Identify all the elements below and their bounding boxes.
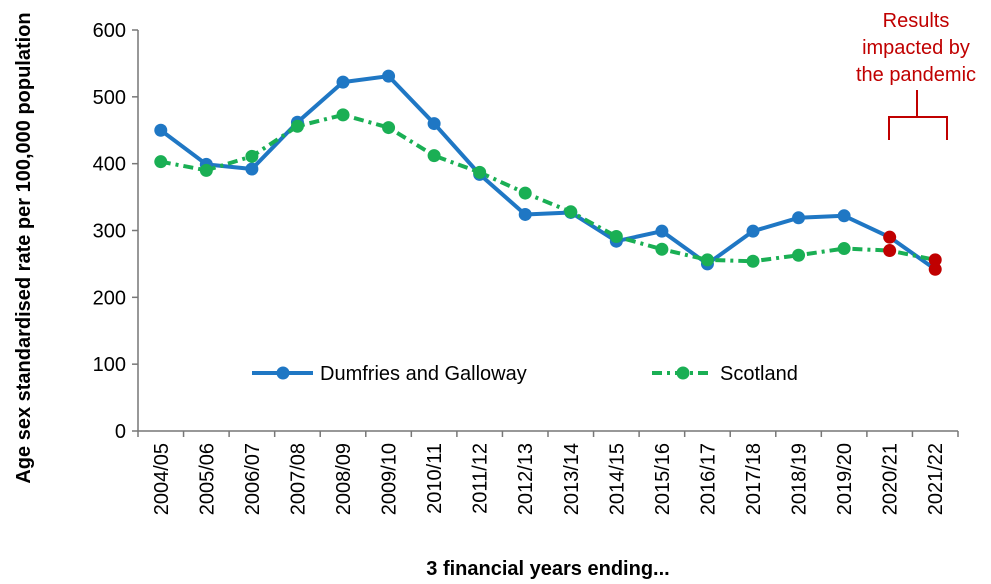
data-point-scotland	[928, 253, 942, 267]
x-tick-label: 2010/11	[424, 443, 446, 514]
data-point-scotland	[473, 165, 487, 179]
data-point-scotland	[427, 149, 441, 163]
annotation-line-2: impacted by	[862, 37, 970, 59]
x-tick-label: 2005/06	[196, 443, 218, 515]
x-tick-label: 2016/17	[697, 443, 719, 515]
data-point-scotland	[564, 205, 578, 219]
y-tick-label: 100	[93, 354, 126, 376]
legend-marker-dumfries	[276, 366, 290, 380]
data-point-dumfries	[792, 211, 806, 225]
annotation-line-3: the pandemic	[856, 64, 976, 86]
data-point-dumfries	[427, 117, 441, 131]
x-axis-label: 3 financial years ending...	[426, 558, 669, 580]
data-point-dumfries	[336, 75, 350, 89]
series-line-scotland	[160, 112, 936, 264]
x-tick-label: 2004/05	[151, 443, 173, 515]
data-point-scotland	[746, 254, 760, 268]
data-point-dumfries	[746, 224, 760, 238]
data-point-dumfries	[382, 69, 396, 83]
y-tick-label: 200	[93, 287, 126, 309]
x-tick-label: 2012/13	[515, 443, 537, 515]
series-line-dumfries	[159, 74, 937, 271]
data-point-scotland	[245, 149, 259, 163]
series-group	[154, 69, 942, 276]
annotation-line-1: Results	[883, 10, 950, 32]
data-point-scotland	[382, 121, 396, 135]
y-tick-label: 300	[93, 221, 126, 243]
legend-marker-scotland	[676, 366, 690, 380]
x-tick-label: 2008/09	[333, 443, 355, 515]
x-tick-label: 2014/15	[606, 443, 628, 515]
y-axis-label: Age sex standardised rate per 100,000 po…	[13, 12, 35, 483]
data-point-scotland	[700, 253, 714, 267]
data-point-dumfries	[655, 224, 669, 238]
pandemic-annotation: Results impacted by the pandemic	[856, 10, 976, 140]
data-point-scotland	[655, 242, 669, 256]
x-tick-label: 2017/18	[743, 443, 765, 515]
data-point-scotland	[518, 186, 532, 200]
data-point-dumfries	[928, 262, 942, 276]
data-point-scotland	[154, 155, 168, 169]
x-tick-label: 2007/08	[287, 443, 309, 515]
y-tick-label: 400	[93, 154, 126, 176]
x-tick-label: 2019/20	[834, 443, 856, 515]
y-tick-label: 600	[93, 20, 126, 42]
data-point-dumfries	[245, 162, 259, 176]
data-point-scotland	[883, 244, 897, 258]
x-tick-label: 2006/07	[242, 443, 264, 515]
x-tick-label: 2013/14	[561, 443, 583, 515]
y-tick-label: 500	[93, 87, 126, 109]
x-tick-label: 2020/21	[880, 443, 902, 515]
data-point-dumfries	[883, 230, 897, 244]
x-tick-label: 2021/22	[925, 443, 947, 515]
y-tick-label: 0	[115, 421, 126, 443]
x-tick-group: 2004/05 2005/06 2006/07 2007/08 2008/09 2009/…	[137, 431, 959, 515]
data-point-scotland	[199, 163, 213, 177]
data-point-dumfries	[518, 207, 532, 221]
legend-label-dumfries: Dumfries and Galloway	[320, 363, 527, 385]
annotation-bracket	[888, 90, 948, 140]
data-point-dumfries	[154, 123, 168, 137]
data-point-scotland	[336, 108, 350, 122]
x-tick-label: 2018/19	[789, 443, 811, 515]
y-tick-group: 0 100 200 300 400 500 600	[93, 20, 138, 443]
legend-label-scotland: Scotland	[720, 363, 798, 385]
x-tick-label: 2009/10	[379, 443, 401, 515]
data-point-dumfries	[837, 209, 851, 223]
data-point-scotland	[792, 248, 806, 262]
x-tick-label: 2011/12	[470, 443, 492, 514]
data-point-scotland	[837, 242, 851, 256]
legend: Dumfries and Galloway Scotland	[252, 363, 798, 385]
data-point-scotland	[290, 119, 304, 133]
x-tick-label: 2015/16	[652, 443, 674, 515]
data-point-scotland	[609, 230, 623, 244]
